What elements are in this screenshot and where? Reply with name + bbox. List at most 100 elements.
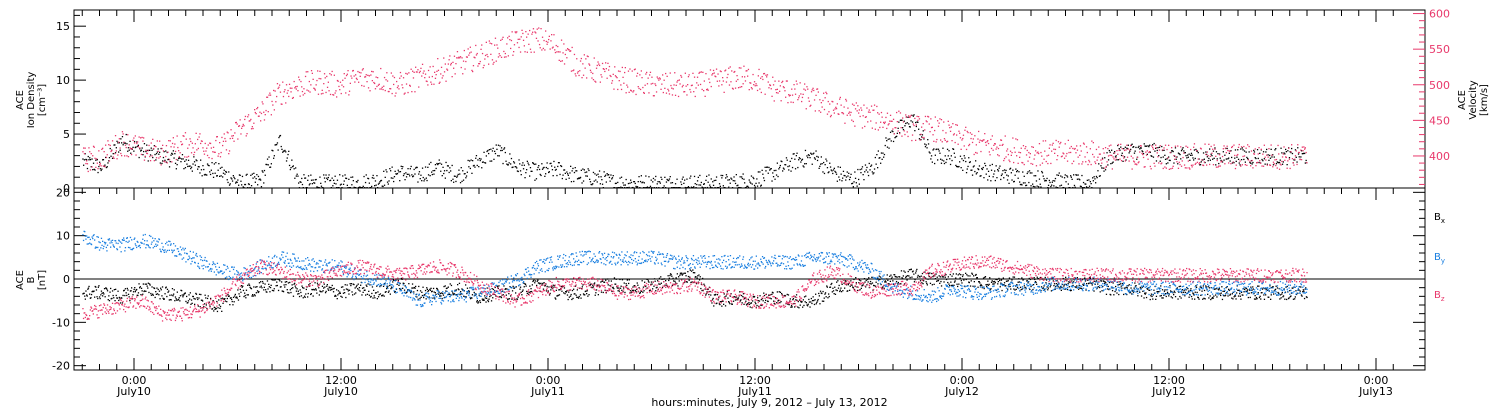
velocity-series-point [918,116,920,118]
ion-density-series-point [1215,164,1217,166]
velocity-series-point [570,50,572,52]
ion-density-series-point [943,162,946,165]
velocity-series-point [1221,155,1224,158]
b-bx-series-point [943,281,945,283]
ion-density-series-point [1097,170,1099,172]
velocity-series-point [702,71,704,73]
b-bx-series-point [460,293,462,295]
velocity-series-point [617,88,619,91]
velocity-series-point [614,66,616,68]
b-bx-series-point [853,278,855,281]
b-bx-series-point [942,276,945,278]
b-bx-series-point [490,300,493,302]
ion-density-series-point [682,176,684,178]
b-bx-series-point [442,292,444,295]
b-bx-series-point [431,290,433,292]
velocity-series-point [945,132,947,134]
ion-density-series-point [1140,147,1142,149]
ion-density-series-point [1164,154,1166,156]
ion-density-series-point [800,161,802,163]
velocity-series-point [1095,162,1097,165]
b-bx-series-point [625,283,627,285]
ion-density-series-point [627,182,630,185]
ion-density-series-point [619,177,621,179]
b-bx-series-point [761,304,763,307]
ion-density-series-point [470,159,472,161]
velocity-series-point [780,100,782,102]
ion-density-series-point [766,166,769,168]
b-bx-series-point [670,273,672,276]
b-bx-series-point [387,285,389,287]
b-bx-series-point [728,301,730,303]
velocity-series-point [155,146,157,148]
ion-density-series-point [364,187,366,189]
velocity-series-point [1126,156,1129,158]
b-bx-series-point [379,293,382,295]
velocity-series-point [746,70,748,72]
velocity-series-point [241,127,243,129]
b-bx-series-point [710,294,712,296]
ion-density-series-point [1108,149,1110,152]
ion-density-series-point [155,153,158,155]
ion-density-series-point [1075,174,1077,176]
b-bx-series-point [446,287,448,289]
b-bx-series-point [132,291,135,293]
ion-density-series-point [317,187,320,189]
ion-density-series-point [1268,159,1270,161]
ion-density-series-point [1018,171,1020,173]
b-bx-series-point [794,296,796,298]
b-bx-series-point [214,308,216,310]
velocity-series-point [142,140,144,142]
ion-density-series-point [419,178,421,180]
b-bx-series-point [806,304,808,306]
velocity-series-point [941,141,943,143]
ion-density-series-point [541,163,543,165]
velocity-series-point [935,141,937,143]
velocity-series-point [1164,166,1166,168]
ion-density-series-point [1130,144,1132,146]
velocity-series-point [348,90,351,92]
velocity-series-point [1281,160,1283,163]
ion-density-series-point [190,167,192,170]
ion-density-series-point [127,147,130,149]
ion-density-series-point [775,174,778,176]
velocity-series-point [561,60,563,62]
velocity-series-point [483,64,485,67]
b-bx-series-point [145,290,147,292]
velocity-series-point [1280,164,1282,166]
b-bx-series-point [836,289,838,292]
b-bx-series-point [273,290,275,292]
ion-density-series-point [734,180,736,182]
ion-density-series-point [589,181,592,183]
ion-density-series-point [778,168,780,170]
velocity-series-point [1025,154,1028,156]
b-bx-series-point [158,290,161,292]
ion-density-series-point [556,174,558,177]
velocity-series-point [856,110,858,112]
ion-density-series-point [134,146,136,149]
ion-density-series-point [709,186,712,188]
ion-density-series-point [289,168,291,171]
b-bx-series-point [715,293,717,296]
ion-density-series-point [904,125,906,127]
ion-density-series-point [528,164,530,166]
b-bx-series-point [869,280,872,283]
ion-density-series-point [924,143,926,145]
velocity-series-point [1062,152,1064,154]
ion-density-series-point [183,168,185,170]
velocity-series-point [420,67,422,69]
x-tick-time-label: 0:00 [1364,374,1389,387]
ion-density-series-point [96,159,98,161]
ion-density-series-point [667,179,669,181]
ion-density-series-point [780,160,782,162]
velocity-series-point [364,76,366,78]
ion-density-series-point [1132,146,1134,148]
ion-density-series-point [1119,149,1121,151]
velocity-series-point [495,60,497,62]
ion-density-series-point [993,173,995,175]
b-bx-series-point [382,285,385,287]
velocity-series-point [377,77,379,79]
ion-density-series-point [889,138,891,140]
ion-density-series-point [388,180,390,182]
velocity-series-point [971,133,973,135]
